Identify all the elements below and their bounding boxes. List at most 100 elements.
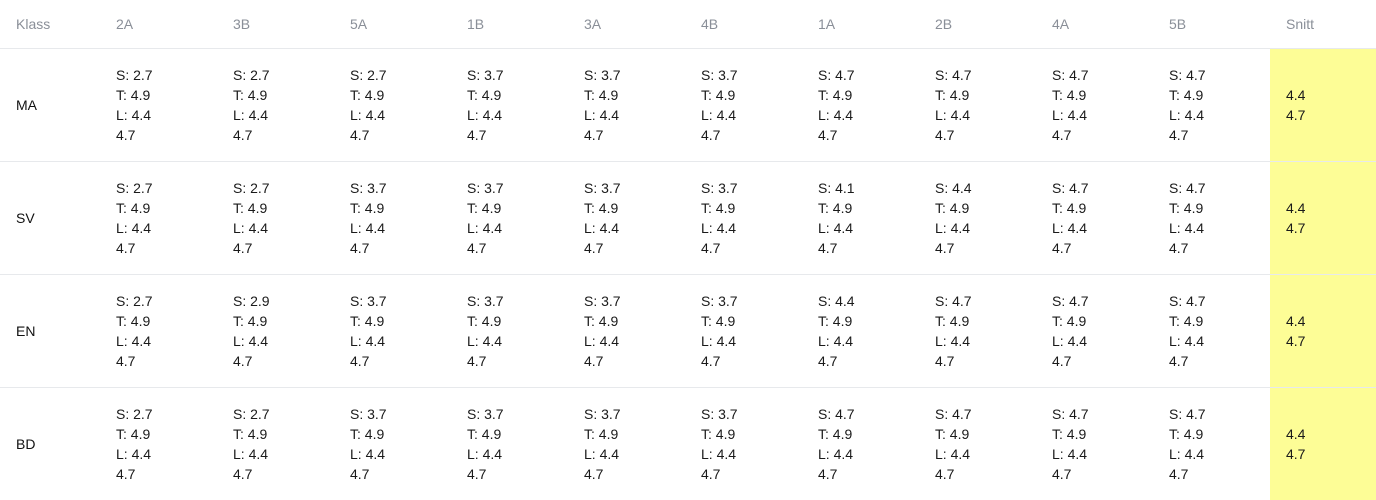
grade-value-v: 4.7 xyxy=(1169,126,1189,143)
grade-cell: S: 3.7 T: 4.9 L: 4.4 4.7 xyxy=(568,273,685,387)
grade-value-s: S: 4.7 xyxy=(1169,66,1206,83)
grade-cell: S: 4.7 T: 4.9 L: 4.4 4.7 xyxy=(919,273,1036,387)
grade-value-v: 4.7 xyxy=(1052,465,1072,482)
grade-value-v: 4.7 xyxy=(935,465,955,482)
grade-value-s: S: 3.7 xyxy=(701,292,738,309)
grade-cell: S: 3.7 T: 4.9 L: 4.4 4.7 xyxy=(568,160,685,274)
grade-cell: S: 3.7 T: 4.9 L: 4.4 4.7 xyxy=(334,386,451,500)
grade-value-s: S: 3.7 xyxy=(467,66,504,83)
grade-value-s: S: 3.7 xyxy=(350,405,387,422)
grade-value-t: T: 4.9 xyxy=(584,199,619,216)
grade-value-t: T: 4.9 xyxy=(818,86,853,103)
grade-value-t: T: 4.9 xyxy=(350,312,385,329)
grade-value-s: S: 2.9 xyxy=(233,292,270,309)
grade-value-s: S: 3.7 xyxy=(584,292,621,309)
grade-value-v: 4.7 xyxy=(467,126,487,143)
grade-value-v: 4.7 xyxy=(1169,239,1189,256)
grade-value-l: L: 4.4 xyxy=(116,219,152,236)
grade-value-t: T: 4.9 xyxy=(818,312,853,329)
grade-cell: S: 4.1 T: 4.9 L: 4.4 4.7 xyxy=(802,160,919,274)
average-values: 4.4 4.7 xyxy=(1286,85,1376,125)
grade-value-v: 4.7 xyxy=(467,239,487,256)
grade-value-s: S: 3.7 xyxy=(467,179,504,196)
grade-value-t: T: 4.9 xyxy=(701,86,736,103)
grade-value-l: L: 4.4 xyxy=(935,219,971,236)
grade-value-t: T: 4.9 xyxy=(467,199,502,216)
header-snitt: Snitt xyxy=(1270,0,1376,49)
grade-value-v: 4.7 xyxy=(818,126,838,143)
grade-value-v: 4.7 xyxy=(935,126,955,143)
grade-value-l: L: 4.4 xyxy=(350,106,386,123)
grade-value-t: T: 4.9 xyxy=(1052,312,1087,329)
grade-value-l: L: 4.4 xyxy=(1052,106,1088,123)
header-class: 3B xyxy=(217,0,334,49)
grade-value-l: L: 4.4 xyxy=(1052,219,1088,236)
grade-value-s: S: 4.7 xyxy=(1169,405,1206,422)
grade-cell: S: 2.7 T: 4.9 L: 4.4 4.7 xyxy=(217,160,334,274)
subject-label: SV xyxy=(0,160,100,274)
grade-value-l: L: 4.4 xyxy=(701,106,737,123)
grade-cell: S: 4.7 T: 4.9 L: 4.4 4.7 xyxy=(802,48,919,161)
grade-cell: S: 2.7 T: 4.9 L: 4.4 4.7 xyxy=(100,160,217,274)
average-value: 4.7 xyxy=(1286,445,1306,462)
grade-value-l: L: 4.4 xyxy=(584,445,620,462)
grade-value-l: L: 4.4 xyxy=(350,219,386,236)
grade-value-t: T: 4.9 xyxy=(701,425,736,442)
average-value: 4.4 xyxy=(1286,425,1306,442)
subject-label: MA xyxy=(16,96,37,113)
grade-value-v: 4.7 xyxy=(701,465,721,482)
grade-value-s: S: 2.7 xyxy=(233,179,270,196)
average-cell: 4.4 4.7 xyxy=(1270,48,1376,161)
grade-value-l: L: 4.4 xyxy=(818,332,854,349)
grade-value-s: S: 2.7 xyxy=(350,66,387,83)
grade-value-s: S: 4.7 xyxy=(1169,292,1206,309)
grade-value-v: 4.7 xyxy=(233,465,253,482)
average-value: 4.4 xyxy=(1286,86,1306,103)
grade-cell: S: 4.7 T: 4.9 L: 4.4 4.7 xyxy=(1153,48,1270,161)
grade-value-s: S: 4.7 xyxy=(818,405,855,422)
grade-value-l: L: 4.4 xyxy=(467,219,503,236)
grade-value-v: 4.7 xyxy=(350,239,370,256)
grade-value-v: 4.7 xyxy=(467,352,487,369)
grade-value-s: S: 4.7 xyxy=(1052,179,1089,196)
grade-value-v: 4.7 xyxy=(701,239,721,256)
subject-label: EN xyxy=(0,273,100,387)
grade-value-t: T: 4.9 xyxy=(1169,425,1204,442)
grade-value-s: S: 4.4 xyxy=(818,292,855,309)
grade-value-v: 4.7 xyxy=(935,239,955,256)
grade-value-s: S: 4.7 xyxy=(1169,179,1206,196)
grade-value-t: T: 4.9 xyxy=(233,86,268,103)
grade-cell: S: 3.7 T: 4.9 L: 4.4 4.7 xyxy=(451,160,568,274)
header-class: 2B xyxy=(919,0,1036,49)
table-row: EN S: 2.7 T: 4.9 L: 4.4 4.7 S: 2.9 T: 4.9 L: 4.… xyxy=(0,273,1376,387)
average-cell: 4.4 4.7 xyxy=(1270,386,1376,500)
grade-value-v: 4.7 xyxy=(116,126,136,143)
average-values: 4.4 4.7 xyxy=(1286,424,1376,464)
grade-value-v: 4.7 xyxy=(116,239,136,256)
grade-value-t: T: 4.9 xyxy=(233,199,268,216)
grade-value-s: S: 4.7 xyxy=(1052,66,1089,83)
grade-cell: S: 4.7 T: 4.9 L: 4.4 4.7 xyxy=(1036,160,1153,274)
grade-cell: S: 4.7 T: 4.9 L: 4.4 4.7 xyxy=(1153,386,1270,500)
grade-value-v: 4.7 xyxy=(116,352,136,369)
grade-value-t: T: 4.9 xyxy=(584,425,619,442)
grade-value-l: L: 4.4 xyxy=(467,106,503,123)
grade-value-l: L: 4.4 xyxy=(116,445,152,462)
grade-value-t: T: 4.9 xyxy=(1052,425,1087,442)
grade-value-v: 4.7 xyxy=(1052,126,1072,143)
grade-value-s: S: 3.7 xyxy=(701,179,738,196)
grade-value-l: L: 4.4 xyxy=(818,219,854,236)
grade-value-l: L: 4.4 xyxy=(1052,445,1088,462)
grade-value-t: T: 4.9 xyxy=(818,199,853,216)
grade-value-l: L: 4.4 xyxy=(350,445,386,462)
grade-value-t: T: 4.9 xyxy=(233,312,268,329)
grade-cell: S: 4.7 T: 4.9 L: 4.4 4.7 xyxy=(1036,48,1153,161)
header-class: 5A xyxy=(334,0,451,49)
grade-value-l: L: 4.4 xyxy=(935,106,971,123)
grade-value-s: S: 4.7 xyxy=(1052,292,1089,309)
grade-cell: S: 4.7 T: 4.9 L: 4.4 4.7 xyxy=(1153,160,1270,274)
grade-value-s: S: 4.7 xyxy=(818,66,855,83)
grade-value-s: S: 3.7 xyxy=(350,179,387,196)
grade-value-l: L: 4.4 xyxy=(467,332,503,349)
grade-value-v: 4.7 xyxy=(701,352,721,369)
